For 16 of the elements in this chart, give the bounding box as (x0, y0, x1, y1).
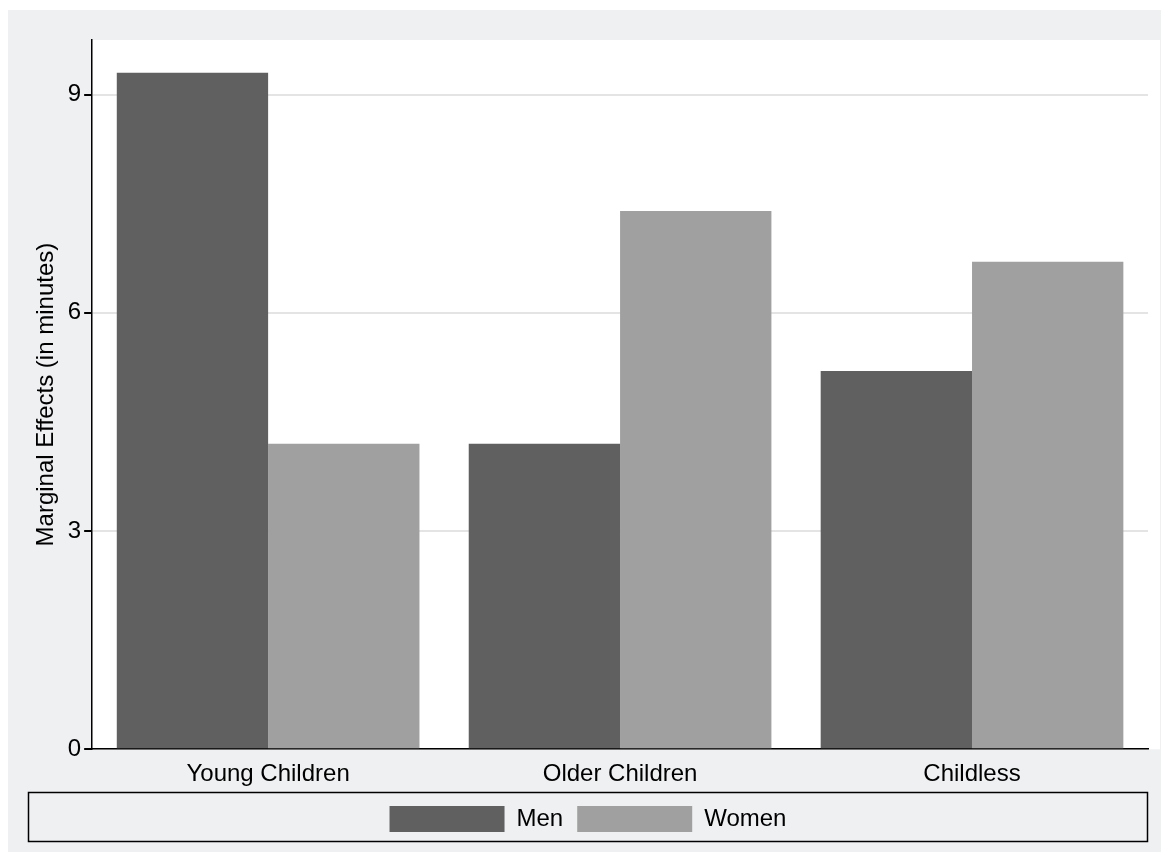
legend-label: Women (704, 803, 787, 831)
bar (620, 210, 772, 749)
y-tick-label: 3 (67, 515, 82, 543)
y-tick-label: 6 (67, 297, 82, 325)
bar (972, 261, 1124, 749)
x-tick-label: Childless (923, 759, 1021, 787)
bar (116, 72, 269, 749)
y-tick-label: 0 (67, 733, 82, 761)
bar (468, 443, 621, 749)
x-tick-label: Young Children (186, 759, 350, 787)
x-tick-label: Older Children (542, 759, 698, 787)
y-axis-title: Marginal Effects (in minutes) (31, 242, 59, 547)
legend-label: Men (516, 803, 564, 831)
y-tick-label: 9 (67, 79, 82, 107)
bar (268, 443, 420, 749)
bar (820, 370, 973, 749)
